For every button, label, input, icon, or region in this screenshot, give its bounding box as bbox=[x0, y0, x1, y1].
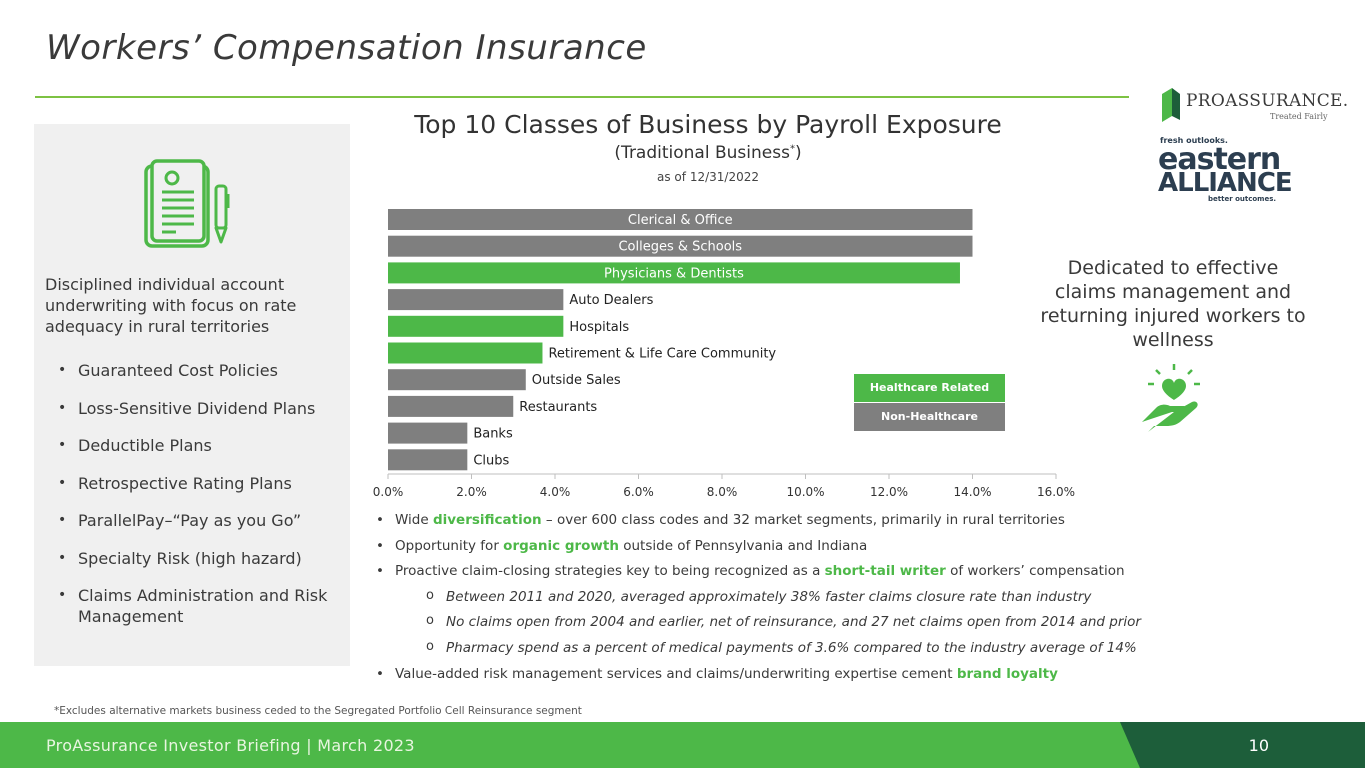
x-tick-label-3: 6.0% bbox=[623, 485, 654, 499]
chart-date: as of 12/31/2022 bbox=[657, 170, 759, 184]
bar-chart: Clerical & Office Colleges & Schools Physi… bbox=[373, 209, 1075, 499]
x-tick-label-2: 4.0% bbox=[540, 485, 571, 499]
list-item: Value-added risk management services and… bbox=[375, 665, 1255, 683]
x-tick-label-7: 14.0% bbox=[953, 485, 991, 499]
x-tick-label-4: 8.0% bbox=[707, 485, 738, 499]
bar-5 bbox=[388, 342, 543, 364]
list-item: Proactive claim-closing strategies key t… bbox=[375, 562, 1255, 580]
legend-healthcare: Healthcare Related bbox=[854, 374, 1005, 402]
product-list: Guaranteed Cost Policies Loss-Sensitive … bbox=[56, 360, 346, 644]
document-pen-icon bbox=[144, 159, 230, 248]
bar-3 bbox=[388, 289, 564, 311]
ea-name-alliance: ALLIANCE bbox=[1158, 168, 1293, 198]
claims-statement: Dedicated to effective claims management… bbox=[1040, 257, 1306, 351]
bar-label-2: Physicians & Dentists bbox=[604, 266, 744, 281]
ea-name-eastern: eastern bbox=[1158, 142, 1281, 177]
footer-bar: ProAssurance Investor Briefing | March 2… bbox=[0, 722, 1365, 768]
proassurance-logo: PROASSURANCE. Treated Fairly bbox=[1158, 86, 1348, 126]
bar-1 bbox=[388, 235, 973, 257]
bar-label-1: Colleges & Schools bbox=[618, 240, 742, 255]
list-item: Claims Administration and Risk Managemen… bbox=[56, 585, 346, 627]
chart-title: Top 10 Classes of Business by Payroll Ex… bbox=[414, 110, 1002, 139]
page-title: Workers’ Compensation Insurance bbox=[46, 28, 647, 68]
bar-9 bbox=[388, 449, 468, 471]
list-item: Guaranteed Cost Policies bbox=[56, 360, 346, 381]
bar-label-9: Clubs bbox=[473, 453, 509, 468]
bar-label-3: Auto Dealers bbox=[569, 293, 653, 308]
x-tick-label-5: 10.0% bbox=[786, 485, 824, 499]
left-panel: Disciplined individual account underwrit… bbox=[34, 124, 350, 666]
list-item: Wide diversification – over 600 class co… bbox=[375, 511, 1255, 529]
list-item: Pharmacy spend as a percent of medical p… bbox=[375, 638, 1255, 657]
x-tick-label-8: 16.0% bbox=[1037, 485, 1075, 499]
chart-subtitle: (Traditional Business*) bbox=[614, 143, 802, 163]
list-item: Between 2011 and 2020, averaged approxim… bbox=[375, 587, 1255, 606]
bar-label-7: Restaurants bbox=[519, 400, 597, 415]
proassurance-mark-icon bbox=[1162, 88, 1180, 122]
bar-label-4: Hospitals bbox=[569, 320, 629, 335]
footer-text: ProAssurance Investor Briefing | March 2… bbox=[46, 736, 415, 755]
bar-label-5: Retirement & Life Care Community bbox=[548, 347, 776, 362]
x-tick-label-1: 2.0% bbox=[456, 485, 487, 499]
bar-label-0: Clerical & Office bbox=[628, 213, 733, 228]
list-item: No claims open from 2004 and earlier, ne… bbox=[375, 612, 1255, 631]
bar-2 bbox=[388, 262, 960, 284]
bar-6 bbox=[388, 369, 526, 391]
list-item: Loss-Sensitive Dividend Plans bbox=[56, 398, 346, 419]
title-divider bbox=[35, 96, 1129, 98]
bar-0 bbox=[388, 209, 973, 230]
proassurance-name: PROASSURANCE. bbox=[1186, 91, 1349, 111]
x-tick-label-6: 12.0% bbox=[870, 485, 908, 499]
list-item: Opportunity for organic growth outside o… bbox=[375, 537, 1255, 555]
hand-heart-icon bbox=[1142, 364, 1200, 432]
legend-non-healthcare: Non-Healthcare bbox=[854, 403, 1005, 431]
list-item: Specialty Risk (high hazard) bbox=[56, 548, 346, 569]
footnote: *Excludes alternative markets business c… bbox=[54, 705, 582, 717]
proassurance-tagline: Treated Fairly bbox=[1270, 112, 1328, 121]
panel-intro-text: Disciplined individual account underwrit… bbox=[45, 275, 297, 336]
eastern-alliance-logo: fresh outlooks. eastern ALLIANCE better … bbox=[1158, 136, 1298, 208]
highlights-list: Wide diversification – over 600 class co… bbox=[375, 511, 1255, 690]
bar-label-8: Banks bbox=[473, 427, 513, 442]
list-item: Retrospective Rating Plans bbox=[56, 473, 346, 494]
ea-tagline-bottom: better outcomes. bbox=[1208, 195, 1277, 203]
ea-tagline-top: fresh outlooks. bbox=[1160, 136, 1228, 145]
page-number: 10 bbox=[1248, 736, 1269, 755]
footer-accent bbox=[1120, 722, 1365, 768]
list-item: ParallelPay–“Pay as you Go” bbox=[56, 510, 346, 531]
bar-4 bbox=[388, 315, 564, 337]
bar-8 bbox=[388, 422, 468, 444]
bar-7 bbox=[388, 395, 514, 417]
x-tick-label-0: 0.0% bbox=[373, 485, 404, 499]
list-item: Deductible Plans bbox=[56, 435, 346, 456]
chart-legend: Healthcare Related Non-Healthcare bbox=[854, 374, 1005, 431]
bar-label-6: Outside Sales bbox=[532, 373, 621, 388]
